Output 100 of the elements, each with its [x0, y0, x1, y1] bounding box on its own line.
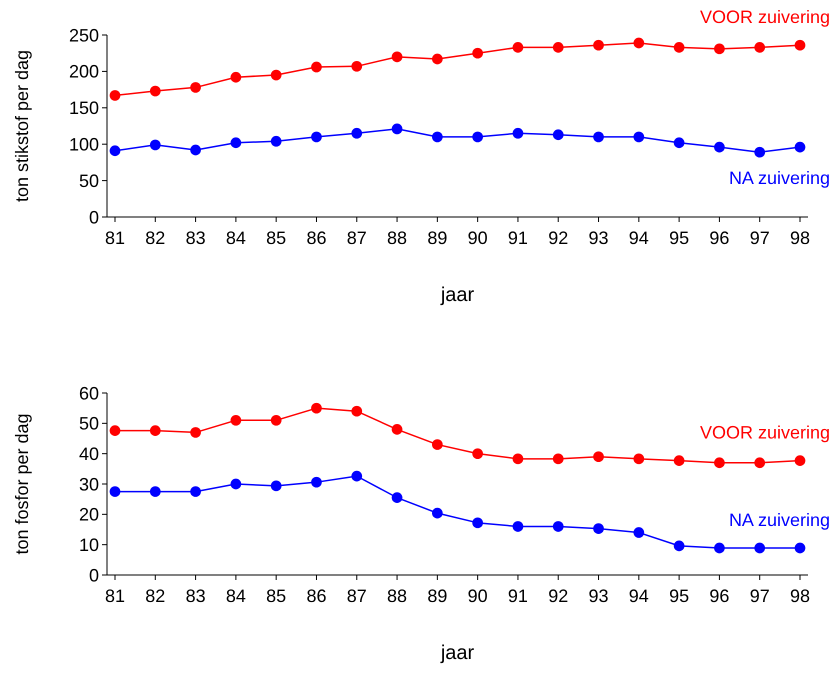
point [633, 527, 644, 538]
point [311, 132, 322, 142]
point [472, 517, 483, 528]
point [150, 140, 161, 150]
point [633, 38, 644, 48]
point [432, 54, 443, 64]
x-tick-label: 96 [709, 228, 730, 248]
x-tick-label: 81 [104, 228, 126, 248]
point [472, 448, 483, 460]
y-axis-title: ton stikstof per dag [12, 50, 32, 202]
point [593, 523, 604, 534]
x-tick-label: 94 [628, 586, 649, 606]
point [552, 453, 564, 464]
point [754, 457, 766, 468]
point [270, 136, 282, 147]
x-tick-label: 97 [750, 586, 770, 606]
x-tick-label: 85 [266, 228, 286, 248]
y-tick-label: 200 [68, 62, 99, 82]
x-tick-label: 92 [548, 228, 568, 248]
point [432, 508, 443, 518]
point [270, 70, 282, 80]
point [230, 72, 242, 83]
point [190, 144, 201, 156]
point [230, 137, 242, 148]
x-tick-label: 93 [588, 228, 609, 248]
point [351, 406, 362, 417]
x-tick-label: 88 [387, 586, 408, 606]
x-tick-label: 84 [226, 228, 246, 248]
point [110, 145, 120, 156]
point [593, 40, 604, 51]
x-tick-label: 81 [104, 586, 126, 606]
x-tick-label: 91 [508, 586, 528, 606]
x-tick-label: 96 [709, 586, 730, 606]
point [794, 542, 806, 554]
point [150, 86, 161, 96]
point [110, 486, 120, 497]
x-tick-label: 92 [548, 586, 568, 606]
point [230, 478, 242, 490]
point [110, 425, 120, 436]
x-tick-label: 82 [145, 228, 166, 248]
point [794, 142, 806, 152]
x-tick-label: 95 [669, 228, 690, 248]
y-tick-label: 20 [78, 504, 99, 525]
x-tick-label: 95 [669, 586, 690, 606]
x-tick-label: 82 [145, 586, 166, 606]
point [270, 480, 282, 492]
point [633, 453, 644, 464]
x-tick-label: 88 [387, 228, 408, 248]
x-tick-label: 83 [186, 228, 206, 248]
x-tick-label: 91 [508, 228, 528, 248]
y-tick-label: 100 [68, 134, 99, 154]
point [351, 60, 362, 72]
point [432, 132, 443, 142]
point [794, 40, 806, 51]
x-tick-label: 89 [427, 586, 448, 606]
point [110, 90, 120, 101]
y-tick-label: 150 [68, 98, 99, 118]
point [512, 42, 524, 53]
x-tick-label: 87 [346, 586, 367, 606]
x-tick-label: 98 [790, 586, 810, 606]
point [311, 476, 322, 488]
point [674, 137, 684, 148]
point [472, 132, 483, 142]
x-tick-label: 85 [266, 586, 286, 606]
series-label: NA zuivering [728, 168, 830, 188]
point [351, 470, 362, 482]
point [392, 124, 402, 134]
point [190, 82, 201, 93]
point [754, 542, 766, 554]
y-tick-label: 0 [88, 207, 99, 228]
series-label: VOOR zuivering [700, 422, 830, 443]
x-tick-label: 87 [346, 228, 367, 248]
point [270, 414, 282, 426]
x-tick-label: 86 [306, 586, 326, 606]
x-tick-label: 90 [468, 586, 488, 606]
y-axis-title: ton fosfor per dag [12, 413, 32, 555]
x-axis-title: jaar [440, 284, 475, 306]
point [714, 43, 725, 54]
point [552, 521, 564, 532]
point [552, 42, 564, 53]
point [754, 146, 766, 158]
point [714, 142, 725, 152]
point [190, 486, 201, 497]
x-tick-label: 83 [186, 586, 206, 606]
point [512, 453, 524, 464]
point [714, 542, 725, 554]
point [392, 424, 402, 435]
point [311, 62, 322, 72]
point [593, 132, 604, 142]
point [512, 521, 524, 532]
point [512, 128, 524, 139]
point [230, 414, 242, 426]
point [190, 427, 201, 438]
y-tick-label: 50 [78, 170, 99, 191]
point [311, 402, 322, 414]
series-label: NA zuivering [728, 510, 830, 530]
point [794, 455, 806, 466]
point [714, 457, 725, 468]
y-tick-label: 40 [78, 444, 99, 464]
point [674, 540, 684, 552]
